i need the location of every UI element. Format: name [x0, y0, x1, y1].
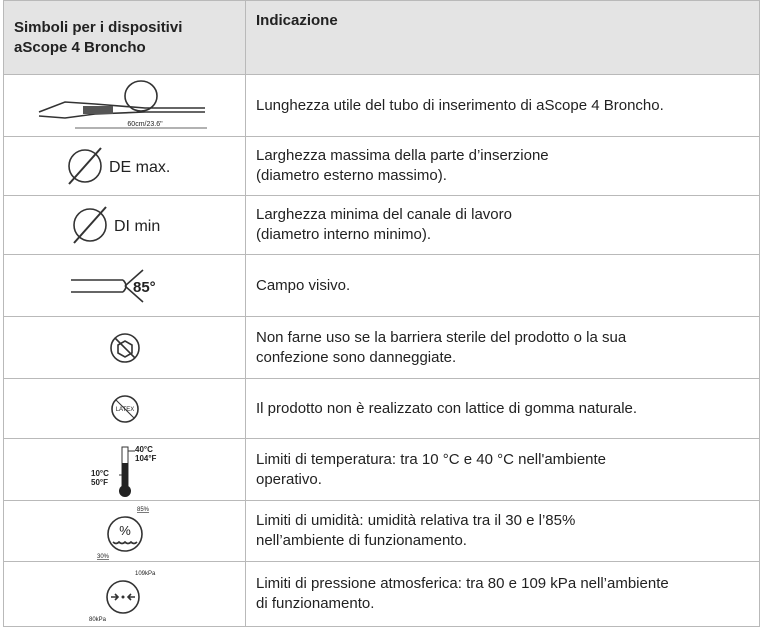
description-cell: Limiti di pressione atmosferica: tra 80 … — [245, 561, 760, 627]
description-cell: Non farne uso se la barriera sterile del… — [245, 316, 760, 379]
description-line: (diametro interno minimo). — [256, 226, 432, 243]
symbol-table: Simboli per i dispositivi aScope 4 Bronch… — [3, 0, 760, 627]
symbol-text: 85° — [133, 279, 156, 296]
description-line: Non farne uso se la barriera sterile del… — [256, 328, 627, 346]
table-row: LATEX Il prodotto non è realizzato con la… — [3, 378, 760, 439]
icon-length: 60cm/23.6" — [38, 79, 207, 128]
description-line: Lunghezza utile del tubo di inserimento … — [256, 96, 664, 114]
symbol-text: DE max. — [109, 159, 170, 176]
table-row: 109kPa 80kPa Limiti di pressione atmosferi… — [3, 561, 760, 627]
icon-humidity: 85%% 30% — [97, 507, 150, 560]
header-line: Indicazione — [256, 12, 338, 29]
symbol-cell: 85%% 30% — [3, 500, 246, 562]
description-cell: Larghezza massima della parte d’inserzio… — [245, 136, 760, 196]
description-line: Limiti di pressione atmosferica: tra 80 … — [256, 575, 669, 592]
header-line: Simboli per i dispositivi — [14, 18, 183, 36]
symbol-cell — [3, 316, 246, 379]
table-row: 85° Campo visivo. — [3, 254, 760, 317]
symbol-text: 50°F — [91, 478, 108, 487]
symbol-text: DI min — [114, 218, 160, 235]
icon-inner-diameter: DI min — [72, 206, 160, 244]
description-line: Larghezza massima della parte d’inserzio… — [256, 147, 549, 164]
description-line: Larghezza minima del canale di lavoro — [256, 206, 512, 223]
table-body: 60cm/23.6" Lunghezza utile del tubo di in… — [3, 74, 760, 627]
description-line: Limiti di temperatura: tra 10 °C e 40 °C… — [256, 450, 607, 468]
description-line: nell’ambiente di funzionamento. — [256, 532, 467, 549]
table-row: 40°C 104°F 10°C 50°F Limiti di temperatura: … — [3, 438, 760, 501]
description-line: Campo visivo. — [256, 276, 351, 294]
table-row: Non farne uso se la barriera sterile del… — [3, 316, 760, 379]
header-row: Simboli per i dispositivi aScope 4 Bronch… — [3, 0, 760, 75]
table-row: 60cm/23.6" Lunghezza utile del tubo di in… — [3, 74, 760, 137]
symbol-text: 85% — [137, 507, 150, 513]
description-line: (diametro esterno massimo). — [256, 167, 447, 184]
symbol-cell: 85° — [3, 254, 246, 317]
description-line: operativo. — [256, 470, 322, 488]
table-row: 85%% 30% Limiti di umidità: umidità relati… — [3, 500, 760, 562]
symbol-text: 40°C — [135, 445, 153, 454]
table-row: DE max. Larghezza massima della parte d’i… — [3, 136, 760, 196]
icon-pressure: 109kPa 80kPa — [89, 571, 156, 623]
description-cell: Campo visivo. — [245, 254, 760, 317]
icon-field-of-view: 85° — [70, 268, 156, 303]
symbol-cell: 109kPa 80kPa — [3, 561, 246, 627]
symbol-text: 104°F — [135, 454, 157, 463]
symbol-text: 109kPa — [135, 571, 156, 577]
header-cell: Indicazione — [245, 0, 760, 75]
symbol-text: LATEX — [115, 407, 134, 413]
table-row: DI min Larghezza minima del canale di lav… — [3, 195, 760, 255]
symbol-cell: LATEX — [3, 378, 246, 439]
icon-damaged-package — [109, 332, 140, 363]
icon-outer-diameter: DE max. — [67, 147, 170, 185]
header-cell: Simboli per i dispositivi aScope 4 Bronch… — [3, 0, 246, 75]
description-line: Limiti di umidità: umidità relativa tra … — [256, 512, 576, 529]
description-line: Il prodotto non è realizzato con lattice… — [256, 399, 638, 417]
description-cell: Il prodotto non è realizzato con lattice… — [245, 378, 760, 439]
description-cell: Limiti di temperatura: tra 10 °C e 40 °C… — [245, 438, 760, 501]
description-cell: Lunghezza utile del tubo di inserimento … — [245, 74, 760, 137]
symbol-text: % — [119, 523, 131, 538]
description-line: confezione sono danneggiate. — [256, 348, 457, 366]
icon-latex: LATEX — [110, 394, 139, 423]
symbol-text: 60cm/23.6" — [127, 121, 163, 128]
symbol-cell: DE max. — [3, 136, 246, 196]
header-line: aScope 4 Broncho — [14, 38, 146, 56]
description-cell: Larghezza minima del canale di lavoro (di… — [245, 195, 760, 255]
symbol-text: 30% — [97, 554, 110, 560]
symbol-cell: 40°C 104°F 10°C 50°F — [3, 438, 246, 501]
symbol-cell: DI min — [3, 195, 246, 255]
symbol-text: 80kPa — [89, 617, 107, 623]
symbol-text: 10°C — [91, 469, 109, 478]
description-cell: Limiti di umidità: umidità relativa tra … — [245, 500, 760, 562]
symbol-cell: 60cm/23.6" — [3, 74, 246, 137]
description-line: di funzionamento. — [256, 595, 375, 612]
